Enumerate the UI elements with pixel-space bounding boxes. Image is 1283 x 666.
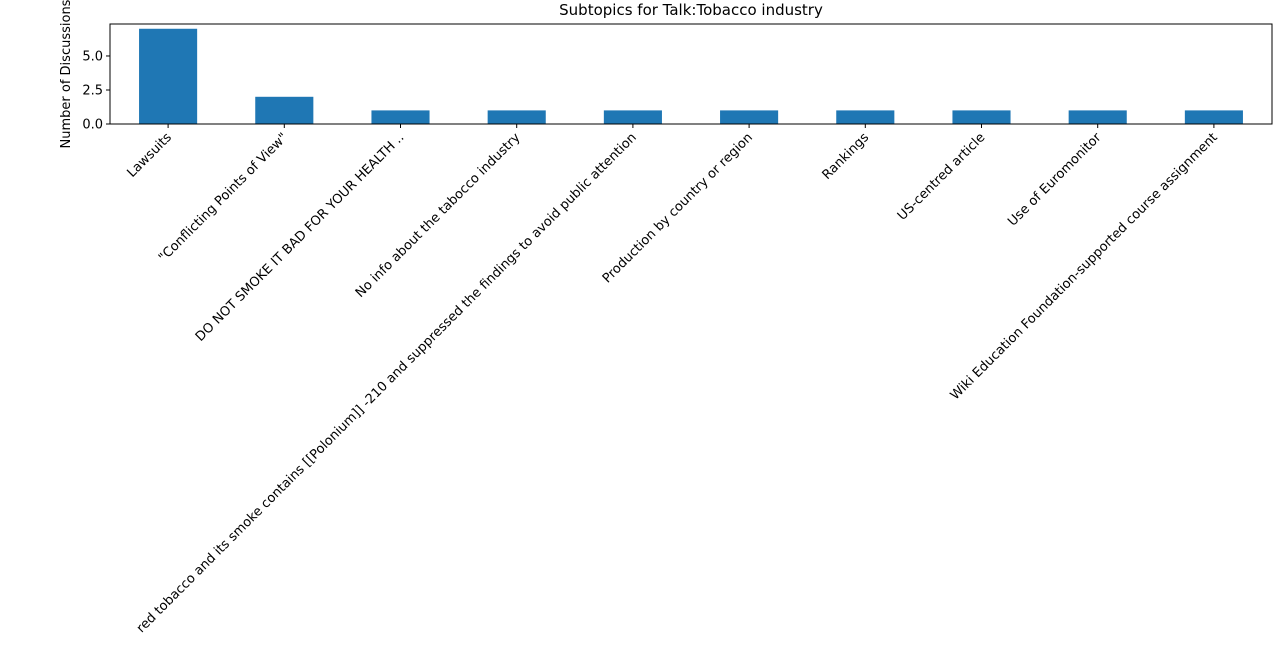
x-tick-label: US-centred article <box>895 130 988 223</box>
y-tick-label: 0.0 <box>82 118 103 133</box>
x-tick-label: Rankings <box>820 130 873 183</box>
bar <box>720 110 779 124</box>
x-tick-label: Use of Euromonitor <box>1005 130 1105 230</box>
y-axis-label: Number of Discussions <box>59 0 74 148</box>
bar <box>487 110 546 124</box>
bar <box>1184 110 1243 124</box>
y-tick-label: 5.0 <box>82 49 103 64</box>
bar <box>371 110 430 124</box>
x-tick-label: Lawsuits <box>124 130 175 181</box>
bar <box>603 110 662 124</box>
y-tick-label: 2.5 <box>82 83 103 98</box>
bar <box>836 110 895 124</box>
x-tick-label: Wiki Education Foundation-supported cour… <box>948 130 1221 403</box>
x-tick-label: DO NOT SMOKE IT BAD FOR YOUR HEALTH .. <box>193 130 407 344</box>
bar <box>255 96 314 124</box>
x-tick-label: "Conflicting Points of View" <box>156 130 291 265</box>
chart-title: Subtopics for Talk:Tobacco industry <box>559 1 823 19</box>
bar <box>1068 110 1127 124</box>
bar <box>952 110 1011 124</box>
bar <box>139 28 198 125</box>
axes-frame <box>109 23 1273 125</box>
